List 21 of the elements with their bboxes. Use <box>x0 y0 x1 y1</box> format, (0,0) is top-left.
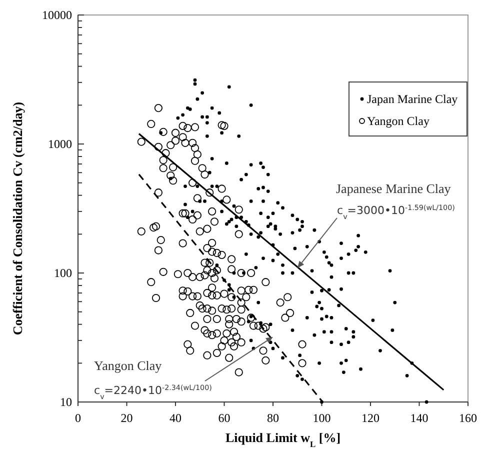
legend-label: Yangon Clay <box>367 114 430 128</box>
y-tick-label: 100 <box>54 266 72 280</box>
annotation: c$_{v}$=3000•10$^{-1.59(wL/100)}$ <box>337 202 456 220</box>
annotation: Japanese Marine Clay <box>336 181 452 196</box>
y-axis-title: Coefficient of Consolidation Cv (cm2/day) <box>10 102 25 336</box>
annotation: Yangon Clay <box>94 358 162 373</box>
x-tick-label: 120 <box>362 411 380 425</box>
x-tick-label: 100 <box>312 411 331 425</box>
x-tick-label: 160 <box>459 411 477 425</box>
x-tick-label: 60 <box>218 411 230 425</box>
x-tick-label: 40 <box>170 411 182 425</box>
x-axis-title: Liquid Limit w$_{L}$ [%] <box>225 430 341 449</box>
x-tick-label: 80 <box>267 411 279 425</box>
x-tick-label: 140 <box>410 411 428 425</box>
x-tick-label: 20 <box>120 411 133 425</box>
y-tick-label: 10 <box>60 395 72 409</box>
x-tick-label: 0 <box>75 411 81 425</box>
annotation: c$_{v}$=2240•10$^{-2.34(wL/100)}$ <box>94 382 212 400</box>
legend-label: Japan Marine Clay <box>367 92 458 106</box>
y-tick-label: 1000 <box>48 137 72 151</box>
y-tick-label: 10000 <box>42 8 72 22</box>
